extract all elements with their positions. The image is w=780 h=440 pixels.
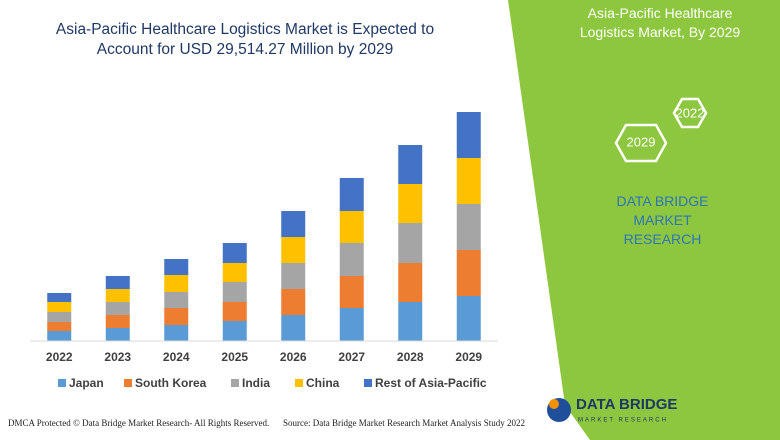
- bar-segment: [456, 158, 481, 204]
- bar-segment: [105, 315, 130, 328]
- x-tick-label: 2028: [397, 350, 424, 364]
- bar-segment: [47, 322, 72, 331]
- bar-segment: [339, 178, 364, 211]
- bar-segment: [398, 302, 423, 341]
- bar-segment: [105, 289, 130, 302]
- bar-segment: [456, 204, 481, 250]
- legend-swatch: [295, 379, 303, 387]
- bar-segment: [47, 302, 72, 312]
- legend-label: China: [306, 376, 340, 390]
- side-panel: [508, 0, 780, 440]
- bar-segment: [105, 276, 130, 289]
- bar-segment: [164, 325, 189, 341]
- bar-segment: [222, 282, 247, 302]
- x-tick-label: 2029: [455, 350, 482, 364]
- bar-segment: [164, 292, 189, 308]
- bar-segment: [398, 184, 423, 223]
- bar-segment: [398, 145, 423, 184]
- x-tick-label: 2025: [221, 350, 248, 364]
- bar-segment: [222, 302, 247, 321]
- legend-swatch: [124, 379, 132, 387]
- bar-segment: [281, 263, 306, 289]
- bar-segment: [105, 302, 130, 315]
- x-tick-label: 2026: [280, 350, 307, 364]
- bar-segment: [164, 275, 189, 292]
- bar-segment: [281, 315, 306, 341]
- x-tick-label: 2022: [46, 350, 73, 364]
- x-tick-label: 2024: [163, 350, 190, 364]
- bar-segment: [222, 243, 247, 263]
- bar-segment: [456, 112, 481, 158]
- bar-segment: [164, 308, 189, 325]
- x-tick-label: 2023: [104, 350, 131, 364]
- hexagon: [614, 123, 668, 163]
- bar-segment: [164, 259, 189, 275]
- bar-segment: [456, 296, 481, 341]
- chart-title: Asia-Pacific Healthcare Logistics Market…: [55, 21, 435, 58]
- company: DATA BRIDGE MARKET RESEARCH: [616, 193, 709, 247]
- legend-swatch: [364, 379, 372, 387]
- bar-segment: [222, 263, 247, 282]
- bar-segment: [47, 293, 72, 302]
- bar-segment: [456, 250, 481, 296]
- legend-label: Japan: [69, 376, 104, 390]
- bar-segment: [398, 263, 423, 302]
- bar-segment: [47, 312, 72, 322]
- bar-segment: [339, 243, 364, 276]
- legend-swatch: [58, 379, 66, 387]
- logo-icon: [549, 399, 559, 409]
- legend-swatch: [231, 379, 239, 387]
- bar-segment: [339, 308, 364, 341]
- hexagon: [672, 97, 708, 129]
- legend-label: South Korea: [135, 376, 207, 390]
- bar-segment: [105, 328, 130, 341]
- bar-segment: [47, 331, 72, 341]
- start-year: 2022: [676, 105, 705, 120]
- bar-segment: [281, 289, 306, 315]
- x-tick-label: 2027: [338, 350, 365, 364]
- end-year: 2029: [627, 134, 656, 149]
- bar-segment: [339, 211, 364, 243]
- logo-tagline: MARKET RESEARCH: [578, 418, 668, 424]
- bar-segment: [281, 237, 306, 263]
- bar-segment: [222, 321, 247, 341]
- dmca: DMCA Protected © Data Bridge Market Rese…: [8, 418, 269, 428]
- bar-segment: [339, 276, 364, 308]
- panel-title: Asia-Pacific Healthcare Logistics Market…: [579, 5, 741, 40]
- bar-segment: [281, 211, 306, 237]
- source: Source: Data Bridge Market Research Mark…: [283, 418, 525, 428]
- legend-label: Rest of Asia-Pacific: [375, 376, 487, 390]
- logo-name: DATA BRIDGE: [576, 396, 677, 413]
- legend-label: India: [242, 376, 270, 390]
- bar-segment: [398, 223, 423, 263]
